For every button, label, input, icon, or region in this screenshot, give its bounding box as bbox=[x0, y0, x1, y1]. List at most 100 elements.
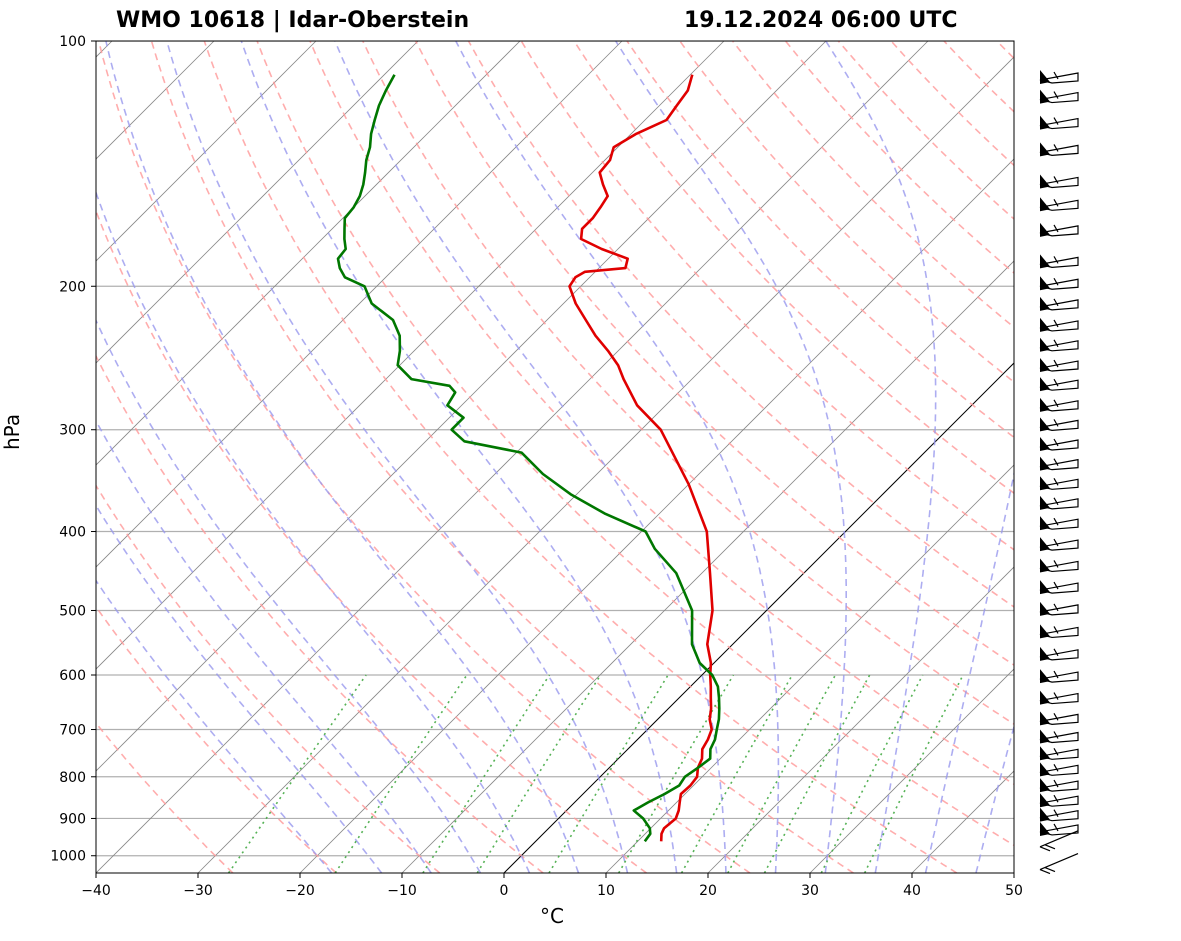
dry-adiabat bbox=[996, 41, 1014, 60]
wind-barb bbox=[1039, 495, 1079, 510]
isotherm bbox=[299, 158, 1014, 873]
barb-pennant bbox=[1040, 317, 1050, 332]
barb-flag bbox=[1053, 71, 1059, 80]
x-tick-label: 50 bbox=[1005, 883, 1023, 899]
wind-barb bbox=[1039, 624, 1079, 639]
barb-pennant bbox=[1040, 711, 1050, 726]
isotherm bbox=[96, 41, 521, 466]
barb-pennant bbox=[1040, 580, 1050, 595]
isotherm bbox=[197, 56, 1014, 873]
wind-barb bbox=[1039, 830, 1079, 852]
wind-barb bbox=[1039, 296, 1079, 311]
temperature-profile bbox=[568, 74, 714, 842]
barb-flag bbox=[1044, 844, 1056, 850]
barb-pennant bbox=[1040, 276, 1050, 291]
barb-pennant bbox=[1040, 821, 1050, 836]
barb-flag bbox=[1053, 458, 1059, 466]
wind-barb bbox=[1039, 746, 1079, 761]
barb-flag bbox=[1053, 823, 1059, 832]
x-tick-label: −10 bbox=[387, 883, 417, 899]
isotherm bbox=[707, 566, 1014, 873]
barb-pennant bbox=[1040, 142, 1050, 157]
dry-adiabat bbox=[467, 41, 1014, 608]
dry-adiabat bbox=[96, 354, 544, 873]
x-tick-label: 10 bbox=[597, 883, 615, 899]
barb-flag bbox=[1053, 319, 1059, 328]
plot-frame bbox=[95, 40, 1015, 874]
mixing-ratio-line bbox=[548, 674, 669, 873]
dry-adiabat bbox=[679, 41, 1014, 384]
moist-adiabat bbox=[96, 579, 333, 873]
isotherm bbox=[96, 41, 419, 364]
y-tick-label: 700 bbox=[59, 723, 86, 739]
x-tick-label: 30 bbox=[801, 883, 819, 899]
barb-flag bbox=[1053, 779, 1059, 788]
y-tick-label: 200 bbox=[59, 279, 86, 295]
barb-flag bbox=[1039, 869, 1051, 875]
barb-pennant bbox=[1040, 197, 1050, 212]
y-tick-label: 900 bbox=[59, 811, 86, 827]
dry-adiabat bbox=[96, 605, 337, 873]
barb-pennant bbox=[1040, 222, 1050, 237]
moist-adiabat bbox=[924, 470, 1014, 873]
mixing-ratio-line bbox=[763, 674, 871, 873]
barb-flag bbox=[1053, 298, 1059, 307]
barb-staff bbox=[1039, 830, 1079, 848]
wind-barb bbox=[1039, 276, 1079, 291]
wind-barb bbox=[1039, 254, 1079, 269]
moist-adiabat bbox=[825, 41, 937, 873]
barb-flag bbox=[1053, 581, 1059, 590]
barb-pennant bbox=[1040, 70, 1050, 84]
y-tick-label: 300 bbox=[59, 423, 86, 439]
barb-pennant bbox=[1040, 690, 1050, 705]
mixing-ratio-line bbox=[334, 674, 468, 873]
dry-adiabat bbox=[97, 41, 751, 873]
barb-flag bbox=[1053, 517, 1059, 526]
y-tick-label: 400 bbox=[59, 525, 86, 541]
wind-barb bbox=[1039, 853, 1079, 875]
barb-flag bbox=[1053, 224, 1059, 233]
wind-barb bbox=[1039, 762, 1079, 777]
barb-pennant bbox=[1040, 729, 1050, 744]
dry-adiabat bbox=[309, 41, 1014, 786]
barb-flag bbox=[1053, 626, 1059, 634]
dry-adiabat bbox=[362, 41, 1014, 726]
mixing-ratio-line bbox=[680, 674, 793, 873]
isotherm bbox=[911, 770, 1014, 873]
wind-barb bbox=[1039, 601, 1079, 616]
barb-flag bbox=[1053, 713, 1059, 721]
barb-pennant bbox=[1040, 537, 1050, 552]
wind-barb bbox=[1039, 397, 1079, 412]
y-tick-label: 100 bbox=[59, 34, 86, 50]
wind-barb bbox=[1039, 807, 1079, 822]
barb-flag bbox=[1053, 731, 1059, 739]
moist-adiabat bbox=[455, 41, 780, 873]
isotherm bbox=[96, 41, 725, 670]
barb-pennant bbox=[1040, 89, 1050, 104]
wind-barb bbox=[1039, 778, 1079, 793]
barb-pennant bbox=[1040, 807, 1050, 822]
barb-pennant bbox=[1040, 456, 1050, 471]
isotherm bbox=[1013, 872, 1014, 873]
wind-barb bbox=[1039, 729, 1079, 744]
barb-pennant bbox=[1040, 174, 1050, 189]
wind-barb bbox=[1039, 358, 1079, 373]
dry-adiabat bbox=[784, 41, 1014, 275]
barb-pennant bbox=[1040, 296, 1050, 311]
barb-flag bbox=[1053, 497, 1059, 506]
wind-barb bbox=[1039, 142, 1079, 157]
wind-barb bbox=[1039, 516, 1079, 531]
barb-flag bbox=[1053, 176, 1059, 184]
barb-pennant bbox=[1040, 516, 1050, 531]
mixing-ratio-line bbox=[422, 674, 551, 873]
wind-barb bbox=[1039, 537, 1079, 552]
barb-flag bbox=[1053, 277, 1059, 286]
y-tick-label: 500 bbox=[59, 603, 86, 619]
wind-barb bbox=[1039, 222, 1079, 237]
barb-flag bbox=[1053, 144, 1059, 152]
wind-barb bbox=[1039, 669, 1079, 684]
x-tick-label: −20 bbox=[285, 883, 315, 899]
wind-barb bbox=[1039, 337, 1079, 352]
barb-pennant bbox=[1040, 669, 1050, 684]
